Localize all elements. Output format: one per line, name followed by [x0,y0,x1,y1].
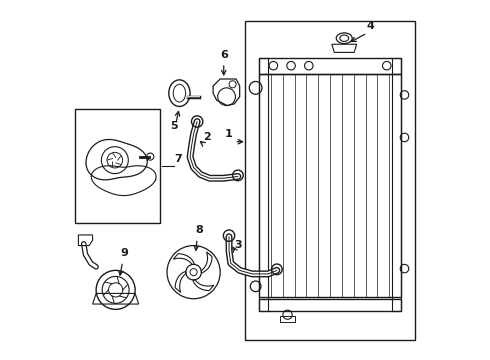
Polygon shape [245,21,415,339]
Text: 8: 8 [195,225,203,235]
Text: 1: 1 [225,130,233,139]
Text: 3: 3 [235,240,243,250]
Text: 7: 7 [174,154,181,164]
Text: 9: 9 [121,248,128,258]
Polygon shape [75,109,160,222]
Text: 6: 6 [220,50,228,60]
Text: 4: 4 [367,21,375,31]
Text: 5: 5 [171,121,178,131]
Text: 2: 2 [203,132,211,142]
